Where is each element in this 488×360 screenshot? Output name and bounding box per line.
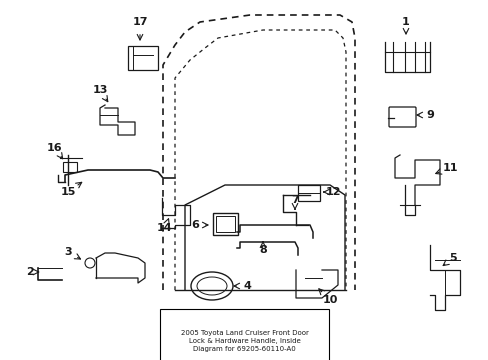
Text: 14: 14: [157, 223, 172, 233]
Text: 9: 9: [425, 110, 433, 120]
Text: 3: 3: [64, 247, 72, 257]
Text: 16: 16: [47, 143, 62, 153]
Text: 10: 10: [322, 295, 337, 305]
Text: 1: 1: [401, 17, 409, 27]
Text: 4: 4: [243, 281, 250, 291]
Bar: [213, 213, 238, 235]
Bar: [297, 185, 319, 201]
Text: 8: 8: [259, 245, 266, 255]
Text: 6: 6: [191, 220, 199, 230]
Text: 2005 Toyota Land Cruiser Front Door
Lock & Hardware Handle, Inside
Diagram for 6: 2005 Toyota Land Cruiser Front Door Lock…: [180, 330, 308, 352]
Text: 2: 2: [26, 267, 34, 277]
Text: 12: 12: [325, 187, 340, 197]
Text: 17: 17: [132, 17, 147, 27]
Text: 15: 15: [60, 187, 76, 197]
Text: 13: 13: [92, 85, 107, 95]
Text: 11: 11: [441, 163, 457, 173]
Text: 7: 7: [290, 195, 298, 205]
Bar: [128, 46, 158, 70]
Text: 5: 5: [448, 253, 456, 263]
Bar: [63, 162, 77, 172]
Bar: [216, 216, 235, 232]
